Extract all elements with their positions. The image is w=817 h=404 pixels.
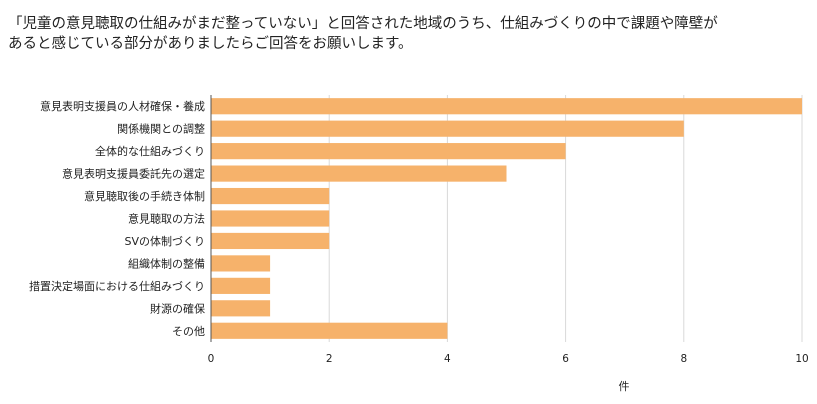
bar-9 xyxy=(211,300,271,317)
bar-4 xyxy=(211,187,330,205)
bar-10 xyxy=(211,322,448,339)
category-label-2: 全体的な仕組みづくり xyxy=(95,144,205,158)
category-label-1: 関係機関との調整 xyxy=(117,122,205,136)
x-tick-label-0: 0 xyxy=(208,353,215,365)
category-label-8: 措置決定場面における仕組みづくり xyxy=(29,279,205,293)
x-tick-label-5: 10 xyxy=(795,353,808,365)
bar-8 xyxy=(211,277,271,294)
x-axis-title: 件 xyxy=(619,380,630,393)
bar-6 xyxy=(211,232,330,250)
bar-0 xyxy=(211,98,802,115)
chart-title-line-2: あると感じている部分がありましたらご回答をお願いします。 xyxy=(8,36,413,52)
x-tick-label-2: 4 xyxy=(444,353,451,365)
chart-title-line-1: 「児童の意見聴取の仕組みがまだ整っていない」と回答された地域のうち、仕組みづくり… xyxy=(8,16,718,32)
category-label-0: 意見表明支援員の人材確保・養成 xyxy=(40,99,205,113)
bar-3 xyxy=(211,165,507,182)
x-tick-label-3: 6 xyxy=(562,353,569,365)
category-label-4: 意見聴取後の手続き体制 xyxy=(84,189,205,203)
category-label-6: SVの体制づくり xyxy=(124,234,205,248)
bar-5 xyxy=(211,210,330,227)
category-label-5: 意見聴取の方法 xyxy=(128,212,205,226)
chart-title: 「児童の意見聴取の仕組みがまだ整っていない」と回答された地域のうち、仕組みづくり… xyxy=(8,14,808,54)
bar-2 xyxy=(211,143,566,160)
bar-1 xyxy=(211,120,684,137)
x-tick-label-4: 8 xyxy=(680,353,687,365)
category-label-3: 意見表明支援員委託先の選定 xyxy=(62,167,205,181)
x-tick-label-1: 2 xyxy=(326,353,333,365)
category-label-9: 財源の確保 xyxy=(150,301,205,315)
bar-7 xyxy=(211,255,271,272)
category-label-7: 組織体制の整備 xyxy=(128,256,205,270)
category-label-10: その他 xyxy=(172,325,205,338)
